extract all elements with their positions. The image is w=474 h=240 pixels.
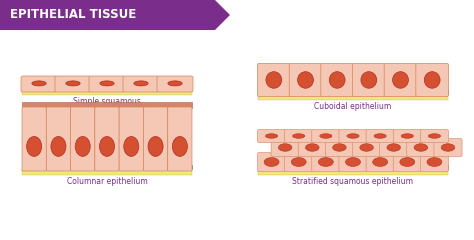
- FancyBboxPatch shape: [298, 138, 327, 156]
- Text: Columnar epithelium: Columnar epithelium: [67, 177, 147, 186]
- FancyBboxPatch shape: [123, 76, 159, 92]
- Bar: [22, 165, 192, 169]
- FancyBboxPatch shape: [95, 107, 119, 171]
- Ellipse shape: [373, 158, 388, 166]
- FancyBboxPatch shape: [366, 130, 394, 143]
- Text: Cuboidal epithelium: Cuboidal epithelium: [314, 102, 392, 111]
- Ellipse shape: [291, 158, 306, 166]
- FancyBboxPatch shape: [257, 130, 286, 143]
- Ellipse shape: [134, 81, 148, 86]
- Bar: [258, 90, 448, 94]
- Ellipse shape: [32, 81, 46, 86]
- Ellipse shape: [168, 81, 182, 86]
- FancyBboxPatch shape: [144, 107, 168, 171]
- Ellipse shape: [428, 134, 440, 138]
- FancyBboxPatch shape: [353, 63, 385, 96]
- FancyBboxPatch shape: [380, 138, 408, 156]
- FancyBboxPatch shape: [339, 130, 367, 143]
- Ellipse shape: [51, 137, 66, 156]
- FancyBboxPatch shape: [420, 130, 448, 143]
- FancyBboxPatch shape: [168, 107, 192, 171]
- Ellipse shape: [264, 158, 279, 166]
- FancyBboxPatch shape: [257, 63, 290, 96]
- Text: Stratified squamous epithelium: Stratified squamous epithelium: [292, 177, 413, 186]
- Ellipse shape: [292, 134, 305, 138]
- Ellipse shape: [441, 144, 455, 151]
- FancyBboxPatch shape: [257, 152, 286, 172]
- FancyBboxPatch shape: [119, 107, 144, 171]
- Ellipse shape: [75, 137, 90, 156]
- Polygon shape: [0, 0, 230, 30]
- FancyBboxPatch shape: [393, 130, 421, 143]
- FancyBboxPatch shape: [339, 152, 367, 172]
- Ellipse shape: [374, 134, 386, 138]
- Ellipse shape: [173, 137, 187, 156]
- Ellipse shape: [333, 144, 346, 151]
- FancyBboxPatch shape: [285, 130, 313, 143]
- FancyBboxPatch shape: [434, 138, 462, 156]
- Ellipse shape: [414, 144, 428, 151]
- FancyBboxPatch shape: [366, 152, 394, 172]
- Text: EPITHELIAL TISSUE: EPITHELIAL TISSUE: [10, 8, 136, 22]
- Ellipse shape: [424, 72, 440, 88]
- Bar: [22, 85, 192, 89]
- Text: Simple squamous
epithelium: Simple squamous epithelium: [73, 97, 141, 117]
- Ellipse shape: [148, 137, 163, 156]
- FancyBboxPatch shape: [46, 107, 71, 171]
- Ellipse shape: [124, 137, 139, 156]
- FancyBboxPatch shape: [416, 63, 448, 96]
- Ellipse shape: [298, 72, 313, 88]
- FancyBboxPatch shape: [384, 63, 417, 96]
- Ellipse shape: [361, 72, 377, 88]
- Ellipse shape: [100, 81, 114, 86]
- FancyBboxPatch shape: [393, 152, 421, 172]
- FancyBboxPatch shape: [312, 152, 340, 172]
- FancyBboxPatch shape: [407, 138, 435, 156]
- Ellipse shape: [100, 137, 115, 156]
- FancyBboxPatch shape: [271, 138, 299, 156]
- FancyBboxPatch shape: [353, 138, 381, 156]
- Ellipse shape: [427, 158, 442, 166]
- Ellipse shape: [387, 144, 401, 151]
- Ellipse shape: [278, 144, 292, 151]
- FancyBboxPatch shape: [420, 152, 448, 172]
- FancyBboxPatch shape: [312, 130, 340, 143]
- Bar: [22, 169, 192, 175]
- FancyBboxPatch shape: [285, 152, 313, 172]
- Ellipse shape: [401, 134, 413, 138]
- FancyBboxPatch shape: [22, 107, 46, 171]
- Ellipse shape: [360, 144, 374, 151]
- FancyBboxPatch shape: [157, 76, 193, 92]
- Ellipse shape: [392, 72, 409, 88]
- Ellipse shape: [306, 144, 319, 151]
- Ellipse shape: [320, 134, 332, 138]
- Ellipse shape: [265, 134, 278, 138]
- FancyBboxPatch shape: [55, 76, 91, 92]
- Ellipse shape: [66, 81, 80, 86]
- Ellipse shape: [400, 158, 415, 166]
- FancyBboxPatch shape: [71, 107, 95, 171]
- Bar: [22, 102, 192, 108]
- Ellipse shape: [319, 158, 333, 166]
- Ellipse shape: [27, 137, 42, 156]
- Bar: [258, 94, 448, 100]
- FancyBboxPatch shape: [289, 63, 322, 96]
- FancyBboxPatch shape: [321, 63, 354, 96]
- Ellipse shape: [346, 158, 360, 166]
- Ellipse shape: [266, 72, 282, 88]
- FancyBboxPatch shape: [21, 76, 57, 92]
- Ellipse shape: [347, 134, 359, 138]
- Bar: [258, 169, 448, 175]
- Ellipse shape: [329, 72, 345, 88]
- Bar: [258, 165, 448, 169]
- FancyBboxPatch shape: [89, 76, 125, 92]
- FancyBboxPatch shape: [325, 138, 354, 156]
- Bar: [22, 89, 192, 95]
